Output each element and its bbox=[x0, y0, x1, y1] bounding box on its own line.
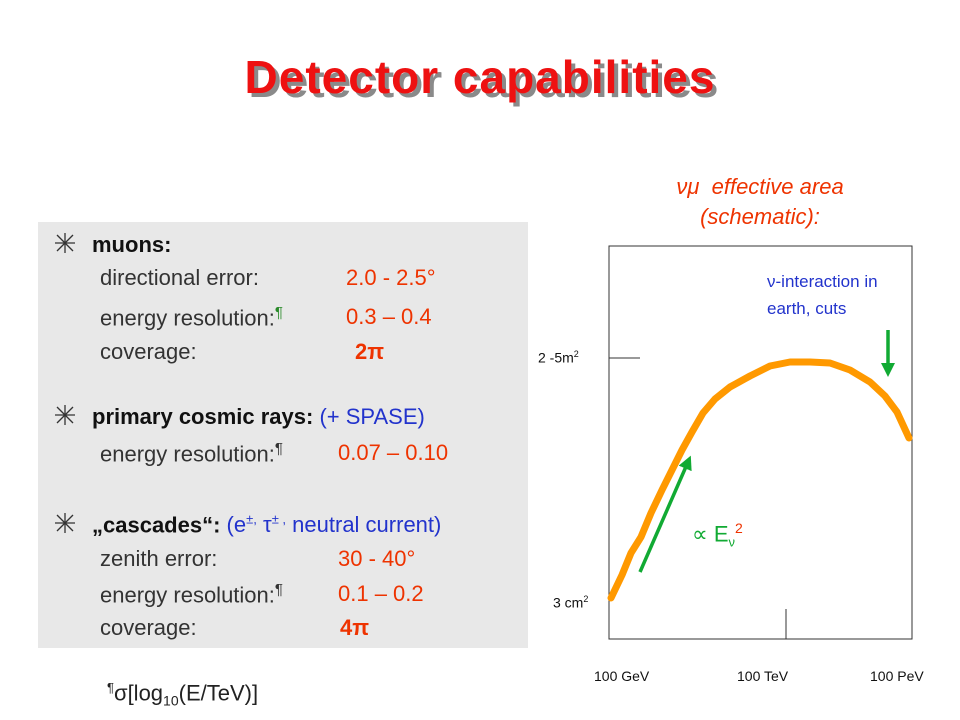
footnote-mark: ¶ bbox=[274, 581, 283, 598]
cascades-coverage-label: coverage: bbox=[100, 615, 197, 640]
capabilities-panel bbox=[38, 222, 528, 648]
footnote: ¶σ[log10(E/TeV)] bbox=[107, 680, 258, 709]
cascades-zenith-value: 30 - 40° bbox=[338, 546, 416, 571]
slope-e: E bbox=[713, 521, 729, 547]
footnote-mark: ¶ bbox=[274, 440, 283, 457]
y-label-lower-base: 3 cm bbox=[553, 594, 584, 611]
x-label-tev: 100 TeV bbox=[737, 668, 789, 684]
y-label-upper: 2 -5m2 bbox=[538, 349, 579, 366]
annotation-line1: ν-interaction in bbox=[767, 272, 878, 291]
asterisk-bullet-icon bbox=[55, 405, 75, 425]
footnote-sub: 10 bbox=[163, 692, 179, 709]
muons-energy-label-text: energy resolution: bbox=[100, 305, 275, 331]
muons-heading: muons: bbox=[92, 232, 172, 257]
muons-directional-label: directional error: bbox=[100, 265, 259, 290]
y-label-upper-sup: 2 bbox=[573, 349, 579, 359]
chart-title-line2: (schematic): bbox=[700, 204, 820, 229]
nu-mu-symbol: νμ bbox=[676, 174, 700, 199]
slope-label: ∝ Eν2 bbox=[692, 520, 743, 550]
cosmic-energy-value: 0.07 – 0.10 bbox=[338, 440, 449, 465]
footnote-open: [log bbox=[127, 680, 164, 706]
cascades-note: (e±, τ± , neutral current) bbox=[227, 512, 442, 537]
x-label-pev: 100 PeV bbox=[870, 668, 924, 684]
cosmic-heading-row: primary cosmic rays: (+ SPASE) bbox=[92, 404, 425, 430]
slope-sub: ν bbox=[728, 534, 736, 550]
footnote-symbol: ¶ bbox=[107, 680, 114, 695]
y-label-lower-sup: 2 bbox=[583, 594, 589, 604]
cosmic-energy-label-text: energy resolution: bbox=[100, 441, 275, 467]
chart-title-line1: νμ effective area bbox=[640, 172, 880, 202]
muons-energy-label: energy resolution:¶ bbox=[100, 304, 283, 331]
cascades-energy-label-text: energy resolution: bbox=[100, 582, 275, 608]
proportional-symbol: ∝ bbox=[692, 521, 708, 547]
plot-frame bbox=[608, 245, 913, 640]
asterisk-bullet-icon bbox=[55, 513, 75, 533]
muons-directional-value: 2.0 - 2.5° bbox=[346, 265, 436, 290]
cosmic-energy-label: energy resolution:¶ bbox=[100, 440, 283, 467]
muons-coverage-label: coverage: bbox=[100, 339, 197, 364]
cosmic-note: (+ SPASE) bbox=[319, 404, 425, 429]
page-title: Detector capabilities bbox=[244, 51, 716, 103]
cascades-note-sup2: ± , bbox=[271, 512, 287, 527]
cascades-heading-row: „cascades“: (e±, τ± , neutral current) bbox=[92, 512, 441, 538]
cascades-coverage-value: 4π bbox=[340, 615, 370, 640]
cascades-energy-label: energy resolution:¶ bbox=[100, 581, 283, 608]
cosmic-heading: primary cosmic rays: bbox=[92, 404, 314, 429]
cascades-note-close: neutral current) bbox=[292, 512, 442, 538]
footnote-mark: ¶ bbox=[274, 304, 283, 321]
footnote-close: (E/TeV)] bbox=[178, 680, 259, 706]
effective-area-curve bbox=[607, 358, 913, 602]
cascades-note-sup1: ±, bbox=[246, 512, 257, 527]
asterisk-bullet-icon bbox=[55, 233, 75, 253]
x-label-gev: 100 GeV bbox=[594, 668, 650, 684]
cascades-zenith-label: zenith error: bbox=[100, 546, 218, 571]
cascades-energy-value: 0.1 – 0.2 bbox=[338, 581, 424, 606]
cascades-note-open: (e bbox=[226, 512, 247, 538]
cascades-note-tau: τ bbox=[262, 512, 272, 538]
y-label-upper-base: 2 -5m bbox=[538, 349, 574, 366]
y-label-lower: 3 cm2 bbox=[553, 594, 588, 611]
annotation-line2: earth, cuts bbox=[767, 299, 847, 318]
interaction-annotation: ν-interaction in earth, cuts bbox=[767, 268, 878, 322]
muons-coverage-value: 2π bbox=[355, 339, 385, 364]
slope-sup: 2 bbox=[735, 520, 743, 536]
chart-title-text1: effective area bbox=[711, 174, 844, 199]
slope-arrow-icon bbox=[638, 455, 692, 573]
chart-title: νμ effective area (schematic): bbox=[640, 172, 880, 232]
cascades-heading: „cascades“: bbox=[92, 512, 221, 538]
muons-energy-value: 0.3 – 0.4 bbox=[346, 304, 432, 329]
footnote-sigma: σ bbox=[113, 680, 128, 706]
